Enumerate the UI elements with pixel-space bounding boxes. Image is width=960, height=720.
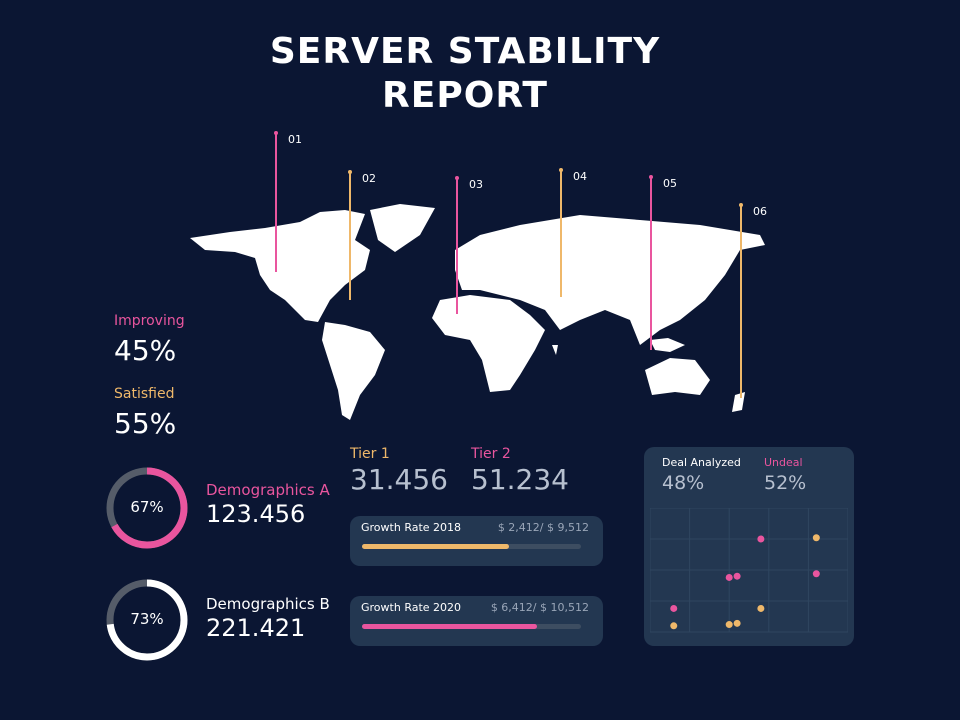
scatter-point	[733, 619, 741, 627]
demographics-a-label: Demographics A	[206, 481, 330, 499]
pin-label: 03	[469, 178, 483, 191]
pin-label: 05	[663, 177, 677, 190]
demographics-b-label: Demographics B	[206, 595, 330, 613]
greenland	[370, 204, 435, 252]
growth-card-2018: Growth Rate 2018 $ 2,412/ $ 9,512	[350, 516, 603, 566]
scatter-point	[733, 572, 741, 580]
africa	[432, 295, 545, 392]
progress-bar	[362, 624, 581, 629]
donut-fill	[106, 467, 188, 549]
australia	[645, 358, 710, 395]
world-map	[190, 204, 765, 420]
progress-bar	[362, 544, 581, 549]
page-title: SERVER STABILITY REPORT	[269, 31, 661, 116]
scatter-point	[812, 534, 820, 542]
scatter-point	[670, 622, 678, 630]
map-pin	[649, 175, 653, 350]
tier2-label: Tier 2	[471, 446, 511, 462]
europe-asia	[455, 215, 765, 345]
scatter-point	[670, 604, 678, 612]
deal-card: Deal Analyzed 48% Undeal 52%	[644, 447, 854, 646]
map-pin	[739, 203, 743, 398]
progress-fill	[362, 544, 509, 549]
improving-value: 45%	[114, 334, 177, 367]
map-pin	[455, 176, 459, 314]
north-america	[190, 210, 370, 322]
pin-label: 06	[753, 205, 767, 218]
donut-b: 73%	[105, 578, 189, 666]
scatter-point	[725, 573, 733, 581]
progress-fill	[362, 624, 538, 629]
improving-label: Improving	[114, 313, 185, 329]
tier2-value: 51.234	[471, 463, 569, 496]
pin-label: 04	[573, 170, 587, 183]
scatter-point	[812, 570, 820, 578]
donut-fill	[106, 579, 188, 661]
pin-label: 02	[362, 172, 376, 185]
map-pin	[348, 170, 352, 300]
scatter-point	[725, 621, 733, 629]
map-pin	[559, 168, 563, 297]
satisfied-value: 55%	[114, 407, 177, 440]
map-pin	[274, 131, 278, 272]
demographics-b-value: 221.421	[206, 614, 306, 642]
scatter-chart	[650, 508, 848, 633]
scatter-point	[757, 604, 765, 612]
scatter-point	[757, 535, 765, 543]
tier1-label: Tier 1	[350, 446, 390, 462]
satisfied-label: Satisfied	[114, 386, 175, 402]
pin-label: 01	[288, 133, 302, 146]
south-america	[322, 322, 385, 420]
tier1-value: 31.456	[350, 463, 448, 496]
demographics-a-value: 123.456	[206, 500, 306, 528]
growth-card-2020: Growth Rate 2020 $ 6,412/ $ 10,512	[350, 596, 603, 646]
donut-a: 67%	[105, 466, 189, 554]
